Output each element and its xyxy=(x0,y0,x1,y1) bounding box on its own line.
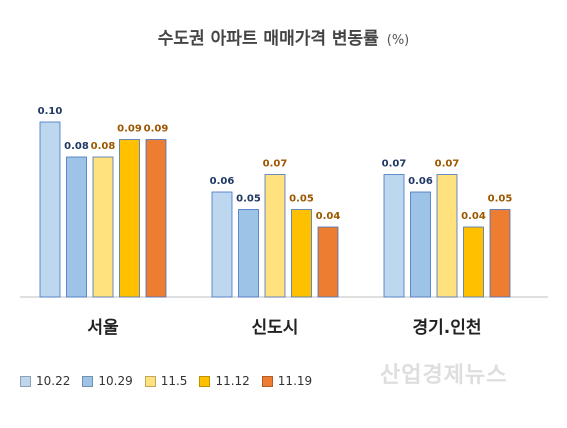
legend-label: 10.22 xyxy=(36,374,71,388)
legend-swatch xyxy=(20,375,31,387)
bar-11.19-신도시 xyxy=(317,226,339,298)
bar-11.19-경기.인천 xyxy=(489,209,511,298)
category-label: 신도시 xyxy=(252,318,299,338)
data-label: 0.09 xyxy=(117,124,142,135)
data-label: 0.05 xyxy=(289,194,314,205)
legend-item: 11.12 xyxy=(199,374,250,388)
data-label: 0.06 xyxy=(210,176,235,187)
category-label: 경기.인천 xyxy=(412,318,481,338)
chart-legend: 10.22 10.29 11.5 11.12 11.19 xyxy=(20,374,312,388)
data-label: 0.07 xyxy=(382,159,407,170)
data-label: 0.05 xyxy=(488,194,513,205)
data-label: 0.04 xyxy=(461,211,486,222)
legend-swatch xyxy=(82,375,94,387)
legend-label: 11.12 xyxy=(215,374,250,388)
bar-11.12-경기.인천 xyxy=(463,226,484,298)
data-label: 0.07 xyxy=(263,159,288,170)
legend-swatch xyxy=(144,375,156,387)
bar-10.29-경기.인천 xyxy=(410,191,431,298)
legend-swatch xyxy=(261,375,273,387)
data-label: 0.10 xyxy=(38,106,63,117)
bar-10.22-서울 xyxy=(39,121,61,298)
data-label: 0.07 xyxy=(435,159,460,170)
bar-11.5-서울 xyxy=(92,156,114,298)
data-label: 0.05 xyxy=(236,194,261,205)
data-label: 0.08 xyxy=(64,141,89,152)
legend-item: 10.22 xyxy=(20,374,70,388)
watermark: 산업경제뉴스 xyxy=(380,363,508,388)
bar-11.12-서울 xyxy=(119,139,140,298)
bar-11.5-경기.인천 xyxy=(436,174,458,298)
legend-label: 10.29 xyxy=(98,374,133,388)
legend-label: 11.5 xyxy=(160,374,188,388)
data-label: 0.08 xyxy=(91,141,116,152)
legend-item: 11.5 xyxy=(144,374,188,388)
category-label: 서울 xyxy=(87,318,119,338)
chart-title-text: 수도권 아파트 매매가격 변동률 xyxy=(157,29,379,49)
bar-11.12-신도시 xyxy=(291,209,312,298)
chart-title: 수도권 아파트 매매가격 변동률 (%) xyxy=(0,24,567,49)
data-label: 0.04 xyxy=(316,211,341,222)
bar-11.19-서울 xyxy=(145,139,167,298)
legend-label: 11.19 xyxy=(277,374,313,388)
data-label: 0.09 xyxy=(144,124,169,135)
bar-10.29-서울 xyxy=(66,156,87,298)
legend-item: 11.19 xyxy=(261,374,313,388)
bar-10.22-경기.인천 xyxy=(383,174,405,298)
chart-title-unit: (%) xyxy=(386,33,410,48)
data-label: 0.06 xyxy=(408,176,433,187)
bar-10.29-신도시 xyxy=(238,209,259,298)
legend-item: 10.29 xyxy=(82,374,133,388)
legend-swatch xyxy=(199,375,211,387)
bar-11.5-신도시 xyxy=(264,174,286,298)
bar-10.22-신도시 xyxy=(211,191,233,298)
